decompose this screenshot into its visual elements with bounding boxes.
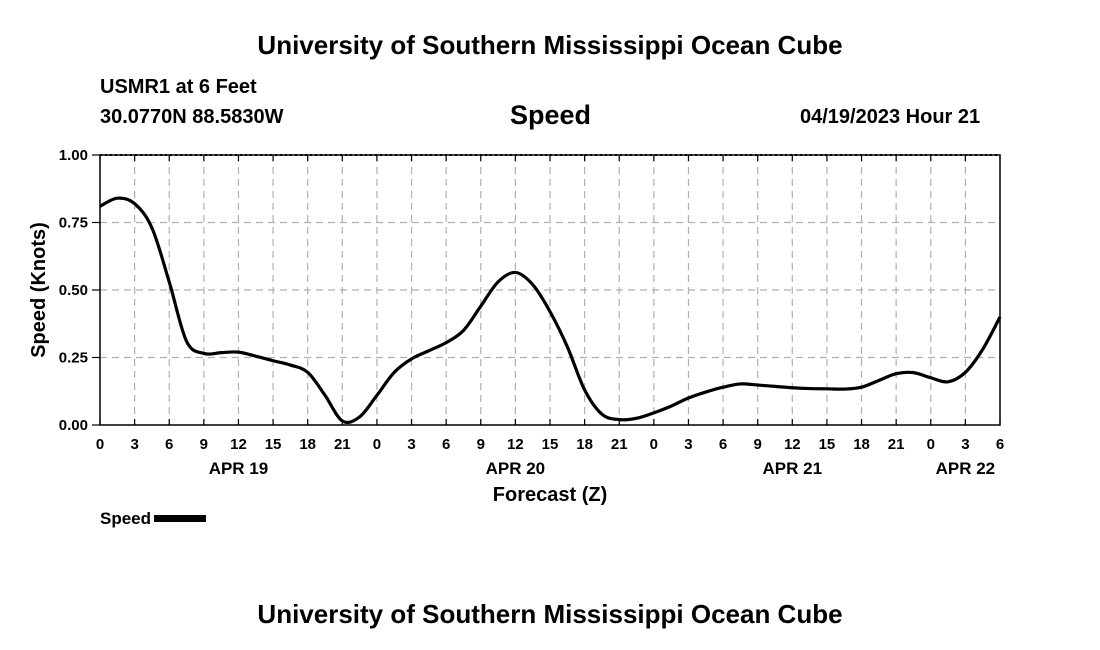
axis-labels: 0 3 6 9 12 15 18 21 0 3 6 9 12 15 18 21 0 3 6 9 12 15 18 21 0 3 6 0… — [59, 147, 1004, 478]
x-tick-label: 0 — [927, 436, 935, 453]
station-coordinates: 30.0770N 88.5830W — [100, 106, 284, 128]
x-tick-label: 18 — [576, 436, 593, 453]
y-tick-label: 0.50 — [59, 282, 88, 299]
x-tick-label: 0 — [96, 436, 104, 453]
x-tick-label: 3 — [407, 436, 415, 453]
station-label: USMR1 at 6 Feet — [100, 76, 257, 98]
x-axis-title: Forecast (Z) — [493, 484, 607, 506]
footer-title: University of Southern Mississippi Ocean… — [257, 599, 843, 629]
x-tick-label: 15 — [265, 436, 282, 453]
x-tick-label: 12 — [507, 436, 524, 453]
date-label: APR 22 — [936, 459, 996, 478]
y-axis-title: Speed (Knots) — [28, 222, 50, 358]
legend: Speed — [100, 509, 207, 529]
x-tick-label: 9 — [754, 436, 762, 453]
x-tick-label: 0 — [650, 436, 658, 453]
date-label: APR 20 — [486, 459, 546, 478]
x-tick-label: 18 — [299, 436, 316, 453]
speed-series-line — [99, 196, 1002, 425]
x-tick-label: 12 — [784, 436, 801, 453]
forecast-datetime: 04/19/2023 Hour 21 — [800, 106, 981, 128]
x-tick-label: 6 — [165, 436, 173, 453]
x-tick-label: 21 — [334, 436, 351, 453]
x-tick-label: 3 — [961, 436, 969, 453]
x-tick-label: 15 — [542, 436, 559, 453]
x-tick-label: 18 — [853, 436, 870, 453]
plot-frame — [99, 154, 1001, 426]
x-tick-label: 3 — [684, 436, 692, 453]
y-tick-label: 1.00 — [59, 147, 88, 164]
legend-label: Speed — [100, 509, 152, 528]
x-tick-label: 6 — [442, 436, 450, 453]
y-tick-label: 0.00 — [59, 417, 88, 434]
x-tick-label: 12 — [230, 436, 247, 453]
x-tick-label: 9 — [477, 436, 485, 453]
x-tick-label: 9 — [200, 436, 208, 453]
variable-title: Speed — [510, 100, 592, 130]
date-label: APR 21 — [763, 459, 823, 478]
legend-line-swatch — [154, 514, 207, 522]
chart-title: University of Southern Mississippi Ocean… — [257, 30, 843, 60]
x-tick-label: 21 — [888, 436, 905, 453]
y-tick-label: 0.25 — [59, 350, 88, 367]
x-tick-label: 21 — [611, 436, 628, 453]
grid — [100, 155, 1000, 425]
date-label: APR 19 — [209, 459, 269, 478]
x-tick-label: 15 — [819, 436, 836, 453]
x-tick-label: 6 — [996, 436, 1004, 453]
x-tick-label: 3 — [130, 436, 138, 453]
y-tick-label: 0.75 — [59, 215, 88, 232]
x-tick-label: 0 — [373, 436, 381, 453]
x-tick-label: 6 — [719, 436, 727, 453]
